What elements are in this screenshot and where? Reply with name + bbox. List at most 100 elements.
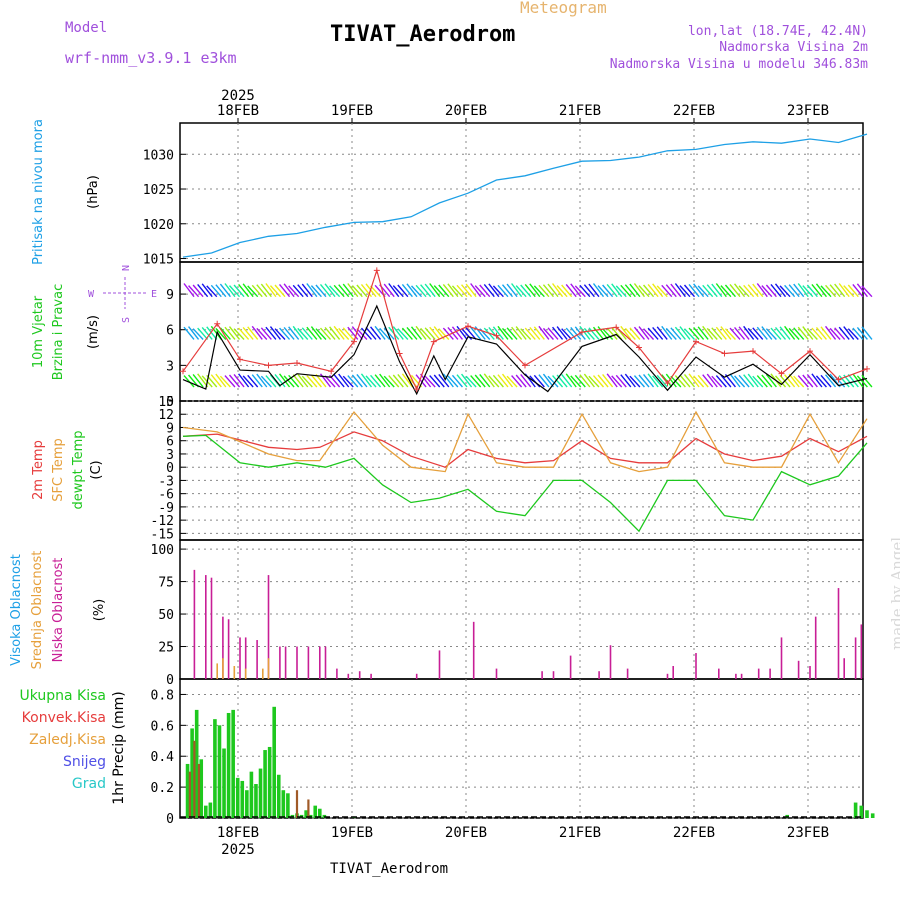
wind-direction-arrow bbox=[201, 327, 213, 340]
wind-direction-arrow bbox=[456, 374, 468, 388]
wind-direction-arrow bbox=[852, 283, 864, 298]
wind-direction-arrow bbox=[424, 375, 436, 388]
low-cloud-bar bbox=[735, 673, 737, 679]
wind-direction-arrow bbox=[624, 327, 636, 340]
wind-direction-arrow bbox=[392, 285, 404, 298]
compass-cross bbox=[103, 277, 147, 309]
wind-direction-arrow bbox=[542, 284, 554, 298]
wind-direction-arrow bbox=[210, 374, 222, 388]
wind-direction-arrow bbox=[733, 283, 746, 298]
wind-direction-arrow bbox=[456, 325, 468, 340]
wind-direction-arrow bbox=[356, 328, 368, 340]
wind-direction-arrow bbox=[228, 285, 241, 298]
wind-direction-arrow bbox=[652, 327, 664, 340]
wind-direction-arrow bbox=[242, 375, 254, 388]
total-precip-bar bbox=[870, 813, 875, 818]
wind-direction-arrow bbox=[501, 373, 514, 388]
wind-direction-arrow bbox=[187, 326, 200, 340]
wind-direction-arrow bbox=[506, 327, 518, 340]
wind-direction-arrow bbox=[438, 328, 450, 340]
precip-legend-label: Snijeg bbox=[63, 754, 106, 770]
temperature-ylabel: SFC Temp bbox=[51, 438, 66, 502]
wind-direction-arrow bbox=[661, 374, 673, 388]
wind-direction-arrow bbox=[533, 285, 545, 298]
wind-direction-arrow bbox=[479, 284, 491, 298]
bottom-day-label: 20FEB bbox=[445, 825, 487, 841]
convective-precip-bar bbox=[295, 790, 299, 818]
wind-direction-arrow bbox=[793, 375, 805, 388]
wind-direction-arrow bbox=[602, 373, 614, 388]
low-cloud-bar bbox=[757, 668, 760, 679]
wind-direction-arrow bbox=[861, 285, 873, 298]
wind-direction-arrow bbox=[615, 374, 627, 388]
convective-precip-bar bbox=[197, 763, 201, 818]
wind-direction-arrow bbox=[770, 327, 782, 340]
wind-direction-arrow bbox=[283, 283, 295, 298]
wind-direction-arrow bbox=[556, 285, 568, 298]
low-cloud-bar bbox=[695, 653, 697, 679]
wind-direction-arrow bbox=[461, 284, 473, 298]
wind-gust-marker bbox=[237, 356, 243, 363]
wind-direction-arrow bbox=[506, 375, 518, 388]
wind-direction-arrow bbox=[838, 326, 850, 340]
bottom-day-label: 22FEB bbox=[673, 825, 715, 841]
wind-direction-arrow bbox=[633, 375, 645, 388]
wind-direction-arrow bbox=[524, 283, 536, 298]
wind-direction-arrow bbox=[688, 373, 700, 388]
wind-direction-arrow bbox=[392, 326, 404, 340]
wind-direction-arrow bbox=[406, 327, 418, 340]
wind-direction-arrow bbox=[711, 375, 723, 388]
wind-direction-arrow bbox=[588, 283, 600, 298]
compass-west: W bbox=[88, 289, 95, 300]
wind-direction-arrow bbox=[401, 373, 413, 388]
wind-direction-arrow bbox=[301, 327, 313, 340]
wind-gust-marker bbox=[430, 338, 437, 345]
wind-direction-arrow bbox=[665, 284, 677, 298]
wind-direction-arrow bbox=[711, 283, 723, 298]
total-precip-bar bbox=[231, 709, 235, 818]
total-precip-bar bbox=[249, 771, 254, 818]
convective-precip-bar bbox=[193, 740, 196, 818]
wind-direction-arrow bbox=[815, 283, 828, 298]
wind-direction-arrow bbox=[656, 326, 668, 340]
wind-direction-arrow bbox=[415, 284, 427, 298]
low-cloud-bar bbox=[598, 671, 600, 679]
wind-ytick-label: 3 bbox=[166, 359, 174, 374]
precip-ytick-label: 0.4 bbox=[151, 750, 175, 765]
wind-direction-arrow bbox=[561, 284, 573, 298]
wind-direction-arrow bbox=[474, 285, 486, 298]
bottom-day-label: 23FEB bbox=[787, 825, 829, 841]
wind-direction-arrow bbox=[602, 328, 614, 340]
wind-direction-arrow bbox=[215, 327, 227, 340]
total-precip-bar bbox=[313, 805, 318, 818]
wind-direction-arrow bbox=[697, 374, 709, 388]
wind-direction-arrow bbox=[752, 327, 764, 340]
wind-direction-arrow bbox=[451, 374, 463, 388]
wind-direction-arrow bbox=[215, 284, 227, 298]
wind-direction-arrow bbox=[256, 373, 268, 388]
total-precip-bar bbox=[194, 709, 199, 818]
wind-direction-arrow bbox=[306, 283, 318, 298]
wind-direction-arrow bbox=[843, 285, 855, 298]
wind-direction-arrow bbox=[788, 284, 800, 298]
wind-direction-arrow bbox=[647, 327, 659, 340]
mid-cloud-bar bbox=[216, 663, 218, 679]
low-cloud-bar bbox=[210, 577, 213, 679]
wind-direction-arrow bbox=[247, 374, 259, 388]
wind-direction-arrow bbox=[806, 373, 818, 388]
wind-direction-arrow bbox=[319, 283, 332, 298]
wind-direction-arrow bbox=[183, 326, 195, 340]
wind-direction-arrow bbox=[652, 375, 664, 388]
wind-direction-arrow bbox=[702, 284, 714, 298]
wind-direction-arrow bbox=[515, 285, 527, 298]
wind-direction-arrow bbox=[579, 374, 591, 388]
wind-direction-arrow bbox=[547, 327, 559, 340]
top-year-label: 2025 bbox=[221, 88, 255, 104]
wind-direction-arrow bbox=[765, 373, 777, 388]
total-precip-bar bbox=[235, 777, 240, 818]
wind-direction-arrow bbox=[693, 375, 705, 388]
wind-panel: 0 3 6 9 bbox=[166, 261, 864, 410]
low-cloud-bar bbox=[370, 673, 372, 679]
pressure-ytick-label: 1020 bbox=[143, 218, 174, 233]
wind-direction-arrow bbox=[197, 327, 209, 340]
